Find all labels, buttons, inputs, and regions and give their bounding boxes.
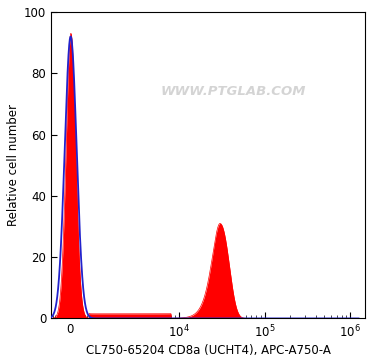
Y-axis label: Relative cell number: Relative cell number <box>7 104 20 226</box>
Text: WWW.PTGLAB.COM: WWW.PTGLAB.COM <box>161 85 306 98</box>
X-axis label: CL750-65204 CD8a (UCHT4), APC-A750-A: CL750-65204 CD8a (UCHT4), APC-A750-A <box>86 344 331 357</box>
